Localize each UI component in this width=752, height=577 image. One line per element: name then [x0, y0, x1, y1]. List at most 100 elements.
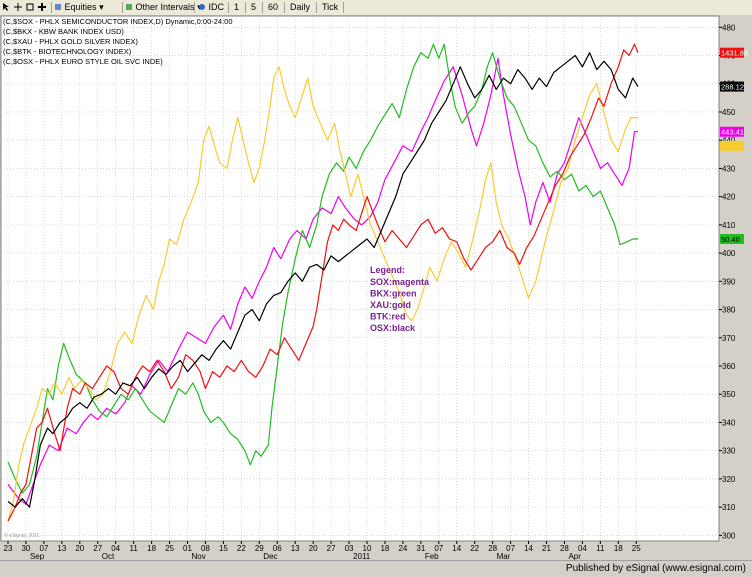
x-tick-label: 13 [291, 544, 300, 553]
y-tick-label: 420 [722, 193, 736, 202]
x-tick-label: 27 [327, 544, 336, 553]
equities-button[interactable]: Equities ▾ [54, 2, 104, 13]
idc-icon [199, 4, 205, 10]
x-month-label: Nov [192, 552, 206, 560]
x-tick-label: 23 [4, 544, 13, 553]
x-axis: 23 30 07 13 20 27 04 11 18 25 01 08 15 22 29 06 13 20 27 03… [4, 541, 641, 561]
last-value-tag-osx [720, 81, 744, 92]
x-tick-label: 01 [183, 544, 192, 553]
legend-entry: BTK:red [370, 312, 406, 322]
pointer-icon [3, 3, 9, 11]
x-tick-label: 28 [488, 544, 497, 553]
legend-title: Legend: [370, 265, 405, 275]
x-tick-label: 13 [57, 544, 66, 553]
pan-button[interactable] [26, 2, 34, 13]
x-tick-label: 22 [470, 544, 479, 553]
y-tick-label: 440 [722, 136, 736, 145]
y-tick-label: 370 [722, 334, 736, 343]
pointer-button[interactable] [2, 2, 10, 13]
plot-area [0, 15, 720, 542]
header-line: (C,$BKX - KBW BANK INDEX USD) [3, 27, 124, 36]
x-month-label: Sep [30, 552, 45, 560]
x-month-label: Dec [263, 552, 277, 560]
x-tick-label: 20 [309, 544, 318, 553]
watermark: © eSignal, 2011 [4, 532, 40, 539]
x-tick-label: 08 [201, 544, 210, 553]
idc-label: IDC [208, 2, 225, 12]
x-tick-label: 24 [398, 544, 407, 553]
header-line: (C,$BTK - BIOTECHNOLOGY INDEX) [3, 47, 132, 56]
idc-button[interactable]: IDC [198, 2, 224, 13]
x-tick-label: 03 [345, 544, 354, 553]
x-tick-label: 25 [165, 544, 174, 553]
plus-icon [38, 3, 46, 11]
last-value-label-btk: 1431.88 [721, 49, 748, 58]
x-tick-label: 22 [237, 544, 246, 553]
interval-60-button[interactable]: 60 [268, 2, 279, 12]
pan-icon [26, 3, 34, 11]
y-tick-label: 380 [722, 306, 736, 315]
series-line-osx [7, 52, 639, 508]
series-line-bkx [7, 43, 638, 494]
footer-bar: Published by eSignal (www.esignal.com) [0, 560, 752, 577]
crosshair-button[interactable] [14, 2, 22, 13]
crosshair-icon [14, 3, 22, 11]
y-tick-label: 360 [722, 362, 736, 371]
header-line: (C,$XAU - PHLX GOLD SILVER INDEX) [3, 37, 138, 46]
y-tick-label: 390 [722, 277, 736, 286]
last-value-tag-sox [720, 126, 744, 137]
x-tick-label: 15 [219, 544, 228, 553]
x-tick-label: 18 [147, 544, 156, 553]
x-tick-label: 07 [39, 544, 48, 553]
last-value-tag-btk [720, 47, 744, 58]
y-tick-label: 480 [722, 23, 736, 32]
x-tick-label: 30 [21, 544, 30, 553]
x-tick-label: 21 [542, 544, 551, 553]
x-tick-label: 20 [75, 544, 84, 553]
x-tick-label: 31 [416, 544, 425, 553]
chart-header: (C,$SOX - PHLX SEMICONDUCTOR INDEX,D) Dy… [3, 17, 233, 66]
x-tick-label: 28 [560, 544, 569, 553]
x-tick-label: 14 [524, 544, 533, 553]
x-tick-label: 07 [506, 544, 515, 553]
y-tick-label: 410 [722, 221, 736, 230]
x-month-label: Feb [425, 552, 439, 560]
x-tick-label: 06 [273, 544, 282, 553]
legend-entry: OSX:black [370, 323, 416, 333]
other-intervals-label: Other Intervals [135, 2, 195, 12]
series-line-sox [7, 57, 638, 505]
y-tick-label: 430 [722, 164, 736, 173]
publisher-credit: Published by eSignal (www.esignal.com) [565, 563, 746, 574]
gridlines [1, 16, 719, 541]
x-month-label: 2011 [353, 552, 371, 560]
y-tick-label: 340 [722, 418, 736, 427]
x-tick-label: 11 [129, 544, 138, 553]
add-button[interactable] [38, 2, 46, 13]
interval-tick-button[interactable]: Tick [322, 2, 339, 12]
last-value-label-sox: 443.41 [721, 128, 744, 137]
x-tick-label: 27 [93, 544, 102, 553]
y-tick-label: 400 [722, 249, 736, 258]
other-intervals-button[interactable]: Other Intervals ▾ [125, 2, 202, 13]
series-line-xau [7, 66, 638, 522]
y-tick-label: 330 [722, 447, 736, 456]
interval-daily-button[interactable]: Daily [290, 2, 311, 12]
equities-icon [55, 4, 61, 10]
y-tick-label: 310 [722, 503, 736, 512]
toolbar: Equities ▾ Other Intervals ▾ IDC 1 5 60 … [0, 0, 752, 16]
y-tick-label: 450 [722, 108, 736, 117]
series-line-btk [7, 43, 639, 522]
intervals-icon [126, 4, 132, 10]
x-tick-label: 14 [452, 544, 461, 553]
x-tick-label: 10 [363, 544, 372, 553]
x-tick-label: 18 [614, 544, 623, 553]
equities-label: Equities [64, 2, 97, 12]
interval-5-button[interactable]: 5 [251, 2, 257, 12]
x-month-label: Mar [497, 552, 511, 560]
y-tick-label: 300 [722, 531, 736, 540]
x-tick-label: 04 [578, 544, 587, 553]
x-tick-label: 18 [380, 544, 389, 553]
interval-1-button[interactable]: 1 [234, 2, 240, 12]
chevron-down-icon: ▾ [99, 2, 104, 12]
x-month-label: Oct [102, 552, 115, 560]
